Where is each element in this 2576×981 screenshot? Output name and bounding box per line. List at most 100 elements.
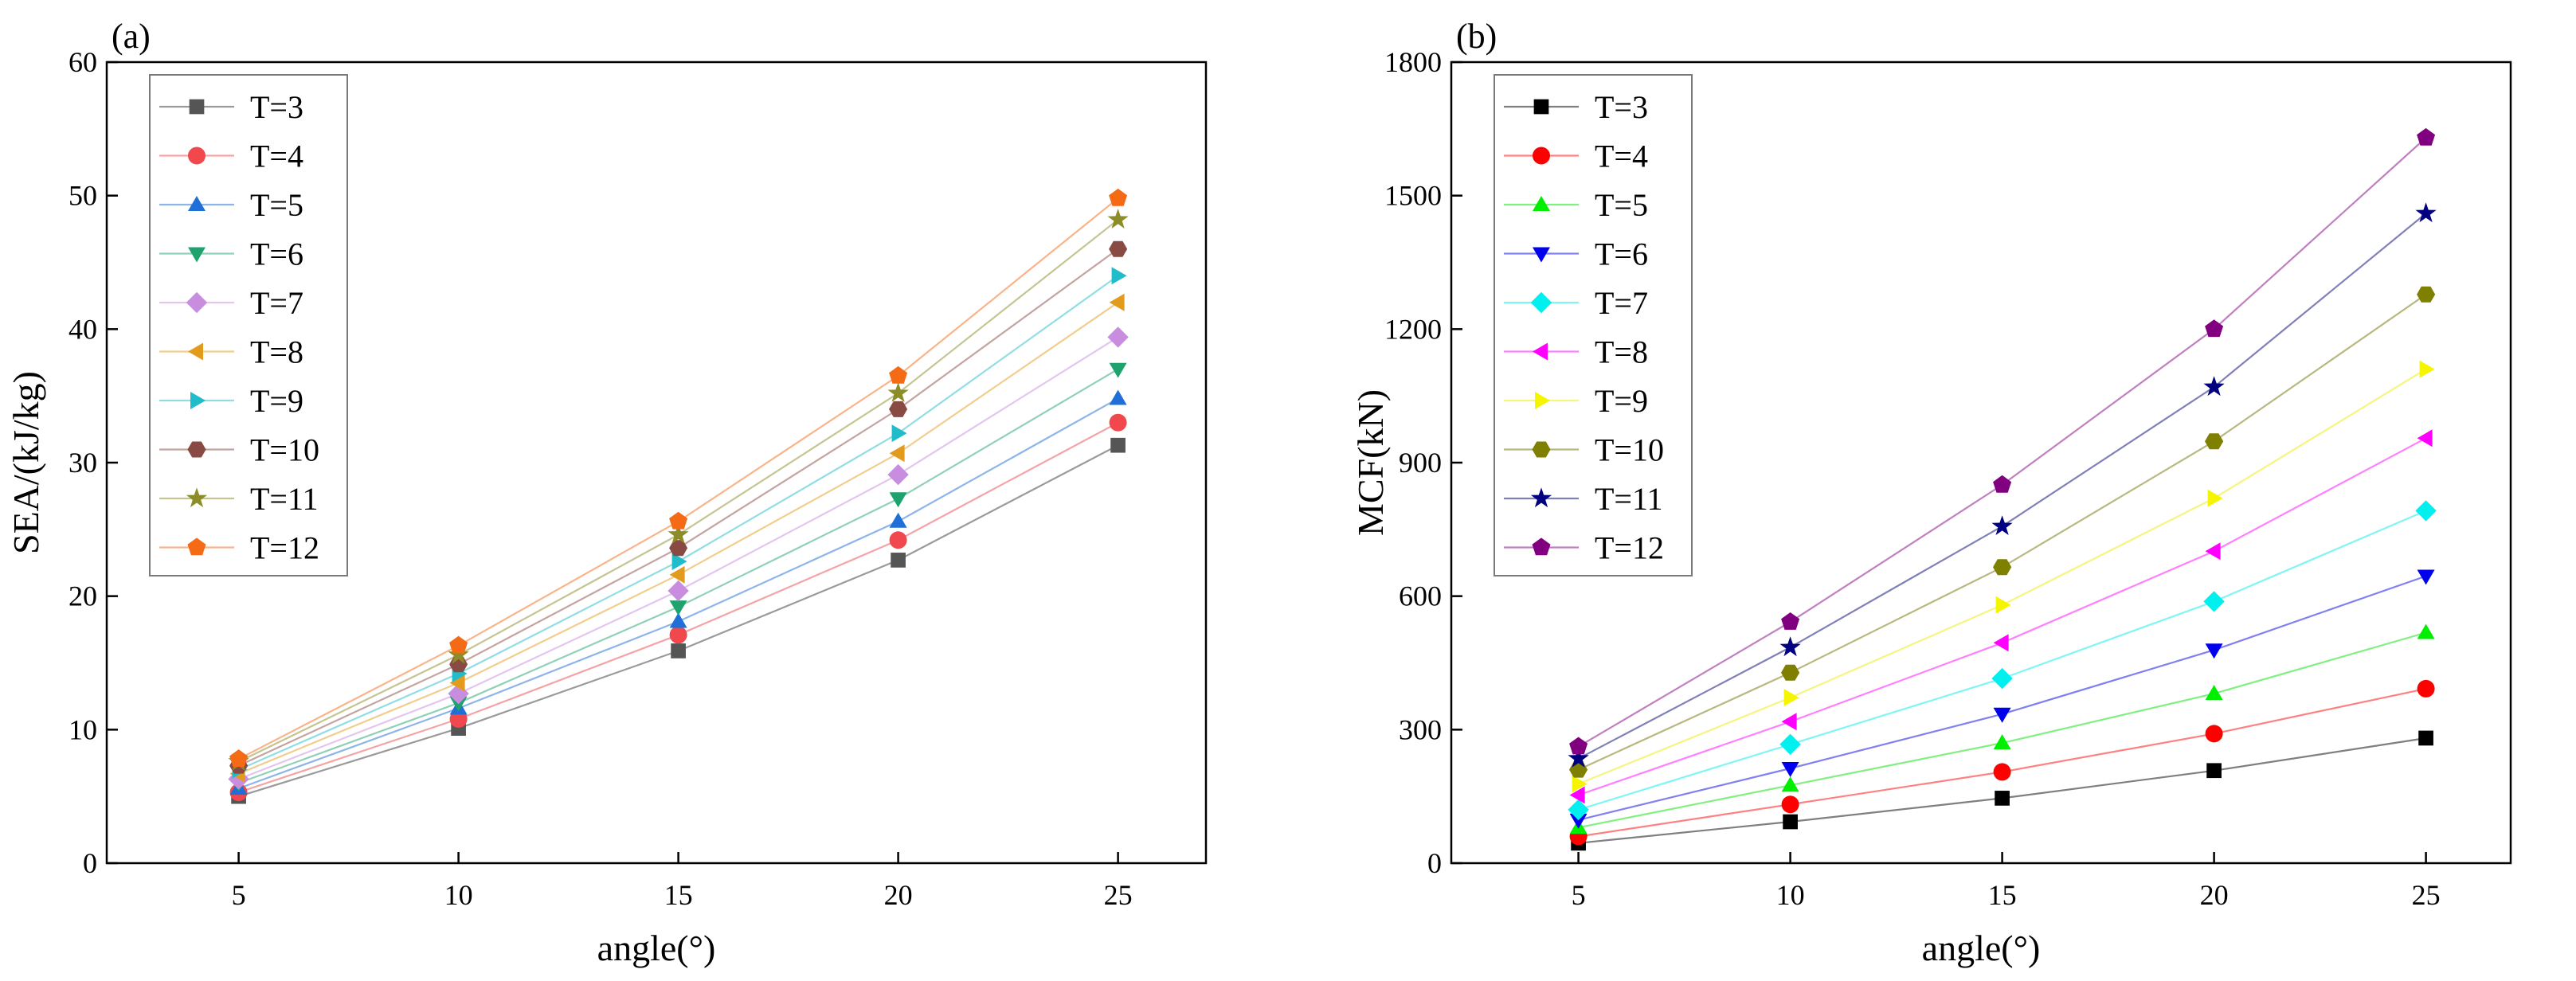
legend-label: T=5 <box>1595 187 1648 223</box>
legend-marker <box>186 487 208 508</box>
data-point <box>887 382 909 402</box>
data-point <box>667 580 689 602</box>
data-point <box>669 626 687 644</box>
data-point <box>1107 209 1129 229</box>
data-point <box>1111 267 1127 285</box>
legend-label: T=3 <box>1595 89 1648 125</box>
data-point <box>889 444 905 463</box>
data-point <box>2419 360 2435 378</box>
x-tick-label: 10 <box>1776 879 1805 911</box>
legend-label: T=9 <box>1595 383 1648 419</box>
data-point <box>1993 707 2011 723</box>
data-point <box>2415 202 2437 223</box>
data-point <box>2417 127 2436 146</box>
data-point <box>2417 623 2435 639</box>
x-tick-label: 10 <box>444 879 473 911</box>
y-tick-label: 10 <box>69 713 97 745</box>
chart-b: (b) 0 300 600 900 1200 1500 1800 5 10 15 20 25 angle(… <box>1350 17 2512 968</box>
chart-a: (a) 0 10 20 30 40 50 60 5 10 15 20 25 angle(°) SEA/(kJ… <box>6 17 1208 968</box>
data-point <box>1109 240 1128 257</box>
series-line-T=10 <box>1578 293 2427 771</box>
data-point <box>2205 319 2224 338</box>
y-tick-label: 900 <box>1399 447 1442 479</box>
data-point <box>891 424 907 443</box>
legend-label: T=11 <box>250 481 319 517</box>
x-tick-label: 20 <box>2200 879 2229 911</box>
series-line-T=10 <box>238 248 1119 767</box>
legend-marker <box>187 441 206 458</box>
data-point <box>1109 389 1127 405</box>
data-point <box>1995 791 2010 806</box>
data-point <box>889 531 907 549</box>
data-point <box>1993 763 2011 781</box>
y-tick-label: 1800 <box>1384 46 1442 78</box>
data-point <box>1568 747 1589 768</box>
series-line-T=12 <box>1578 137 2427 748</box>
data-point <box>669 600 687 616</box>
data-point <box>2417 679 2435 698</box>
data-point <box>889 492 907 508</box>
data-point <box>889 401 908 417</box>
data-point <box>669 612 687 628</box>
y-axis-label: SEA/(kJ/kg) <box>6 371 46 554</box>
data-point <box>449 674 465 692</box>
data-point <box>1779 636 1801 657</box>
data-point <box>1991 667 2013 690</box>
data-point <box>1572 775 1587 793</box>
legend-label: T=9 <box>250 383 303 419</box>
series-line-T=11 <box>238 218 1119 763</box>
legend-marker <box>186 291 208 314</box>
data-point <box>667 523 689 544</box>
data-point <box>229 749 249 767</box>
y-tick-label: 300 <box>1399 713 1442 745</box>
legend-label: T=12 <box>1595 530 1664 566</box>
data-point <box>2417 569 2435 585</box>
legend-marker <box>1533 196 1550 211</box>
y-tick-label: 1500 <box>1384 180 1442 212</box>
legend-marker <box>188 196 206 211</box>
series-line-T=3 <box>1578 737 2426 844</box>
legend-box <box>1494 74 1693 576</box>
legend-marker <box>1530 487 1552 508</box>
legend-label: T=4 <box>1595 139 1648 174</box>
legend-marker <box>1533 147 1550 165</box>
y-tick-label: 20 <box>69 580 97 612</box>
data-point <box>1781 713 1797 731</box>
data-point <box>669 565 685 584</box>
legend-marker <box>1533 99 1549 115</box>
data-point <box>1569 761 1588 778</box>
data-point <box>228 768 249 790</box>
legend-label: T=7 <box>1595 285 1648 321</box>
legend-marker <box>188 147 206 165</box>
data-point <box>1781 776 1799 792</box>
data-point <box>1993 559 2012 576</box>
data-point <box>1109 413 1127 432</box>
data-point <box>1995 596 2011 614</box>
data-point <box>2203 376 2225 397</box>
legend-marker <box>1533 342 1548 361</box>
y-tick-label: 60 <box>69 46 97 78</box>
data-point <box>669 511 688 530</box>
y-tick-label: 0 <box>83 847 97 879</box>
y-tick-label: 50 <box>69 180 97 212</box>
y-axis-label: MCF(kN) <box>1350 389 1391 536</box>
data-point <box>671 643 686 659</box>
panel-label: (a) <box>112 17 151 56</box>
data-point <box>2203 591 2225 612</box>
data-point <box>1781 612 1800 630</box>
data-point <box>2205 542 2221 561</box>
data-point <box>448 682 469 705</box>
legend-label: T=10 <box>1595 432 1664 468</box>
data-point <box>2417 429 2433 448</box>
data-point <box>449 635 468 654</box>
data-point <box>1781 664 1800 681</box>
data-point <box>1569 813 1587 829</box>
x-tick-label: 25 <box>2412 879 2441 911</box>
legend-label: T=3 <box>250 89 303 125</box>
data-point <box>2205 685 2223 700</box>
data-point <box>1110 437 1126 453</box>
x-tick-label: 20 <box>884 879 913 911</box>
legend-label: T=8 <box>250 334 303 370</box>
y-tick-label: 0 <box>1427 847 1442 879</box>
x-axis-label: angle(°) <box>1922 928 2041 968</box>
